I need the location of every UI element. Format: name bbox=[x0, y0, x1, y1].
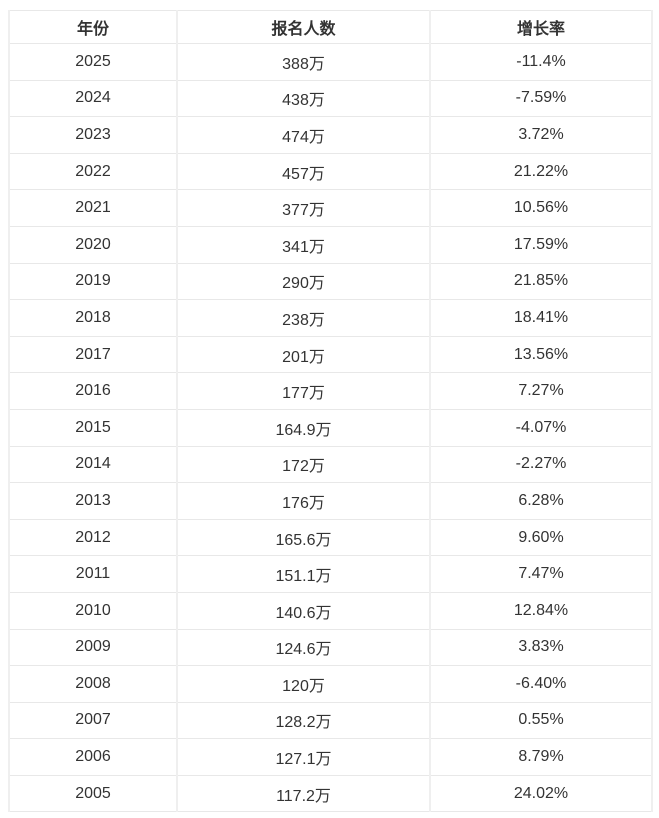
table-row: 2010 140.6万 12.84% bbox=[9, 592, 652, 630]
table-row: 2023 474万 3.72% bbox=[9, 116, 652, 154]
applicants-cell: 290万 bbox=[177, 263, 431, 301]
year-cell: 2012 bbox=[9, 519, 178, 557]
growth-rate-cell: -11.4% bbox=[430, 43, 652, 81]
year-cell: 2007 bbox=[9, 702, 178, 740]
applicants-cell: 201万 bbox=[177, 336, 431, 374]
table-row: 2008 120万 -6.40% bbox=[9, 665, 652, 703]
applicants-cell: 127.1万 bbox=[177, 738, 431, 776]
table-row: 2007 128.2万 0.55% bbox=[9, 702, 652, 740]
year-cell: 2010 bbox=[9, 592, 178, 630]
growth-rate-cell: 3.72% bbox=[430, 116, 652, 154]
year-cell: 2011 bbox=[9, 555, 178, 593]
growth-rate-cell: 8.79% bbox=[430, 738, 652, 776]
applicants-cell: 177万 bbox=[177, 372, 431, 410]
growth-rate-cell: 10.56% bbox=[430, 189, 652, 227]
year-cell: 2009 bbox=[9, 629, 178, 667]
table-row: 2019 290万 21.85% bbox=[9, 263, 652, 301]
applicants-cell: 388万 bbox=[177, 43, 431, 81]
table-row: 2009 124.6万 3.83% bbox=[9, 629, 652, 667]
table-row: 2016 177万 7.27% bbox=[9, 372, 652, 410]
applicants-cell: 128.2万 bbox=[177, 702, 431, 740]
growth-rate-cell: -7.59% bbox=[430, 80, 652, 118]
applicants-cell: 172万 bbox=[177, 446, 431, 484]
applicants-cell: 140.6万 bbox=[177, 592, 431, 630]
header-year: 年份 bbox=[9, 10, 178, 44]
table-row: 2005 117.2万 24.02% bbox=[9, 775, 652, 813]
year-cell: 2014 bbox=[9, 446, 178, 484]
growth-rate-cell: 9.60% bbox=[430, 519, 652, 557]
year-cell: 2008 bbox=[9, 665, 178, 703]
year-cell: 2018 bbox=[9, 299, 178, 337]
table-body: 2025 388万 -11.4% 2024 438万 -7.59% 2023 474万 3.72… bbox=[9, 43, 652, 813]
table-row: 2020 341万 17.59% bbox=[9, 226, 652, 264]
growth-rate-cell: 17.59% bbox=[430, 226, 652, 264]
table-header: 年份 报名人数 增长率 bbox=[9, 10, 652, 44]
growth-rate-cell: 24.02% bbox=[430, 775, 652, 813]
growth-rate-cell: 12.84% bbox=[430, 592, 652, 630]
applicants-cell: 151.1万 bbox=[177, 555, 431, 593]
applicants-cell: 438万 bbox=[177, 80, 431, 118]
applicants-cell: 117.2万 bbox=[177, 775, 431, 813]
year-cell: 2013 bbox=[9, 482, 178, 520]
growth-rate-cell: 3.83% bbox=[430, 629, 652, 667]
table-row: 2006 127.1万 8.79% bbox=[9, 738, 652, 776]
year-cell: 2024 bbox=[9, 80, 178, 118]
applicants-cell: 165.6万 bbox=[177, 519, 431, 557]
year-cell: 2025 bbox=[9, 43, 178, 81]
table-row: 2012 165.6万 9.60% bbox=[9, 519, 652, 557]
header-applicants: 报名人数 bbox=[177, 10, 431, 44]
year-cell: 2021 bbox=[9, 189, 178, 227]
applicants-cell: 164.9万 bbox=[177, 409, 431, 447]
growth-rate-cell: 21.22% bbox=[430, 153, 652, 191]
year-cell: 2016 bbox=[9, 372, 178, 410]
growth-rate-cell: 6.28% bbox=[430, 482, 652, 520]
table-row: 2014 172万 -2.27% bbox=[9, 446, 652, 484]
applicants-cell: 176万 bbox=[177, 482, 431, 520]
table-row: 2015 164.9万 -4.07% bbox=[9, 409, 652, 447]
table-row: 2025 388万 -11.4% bbox=[9, 43, 652, 81]
growth-rate-cell: 0.55% bbox=[430, 702, 652, 740]
year-cell: 2015 bbox=[9, 409, 178, 447]
year-cell: 2019 bbox=[9, 263, 178, 301]
header-growth-rate: 增长率 bbox=[430, 10, 652, 44]
table-row: 2018 238万 18.41% bbox=[9, 299, 652, 337]
year-cell: 2020 bbox=[9, 226, 178, 264]
growth-rate-cell: 13.56% bbox=[430, 336, 652, 374]
registration-stats-table: 年份 报名人数 增长率 2025 388万 -11.4% 2024 438万 -7.59%… bbox=[8, 10, 653, 813]
growth-rate-cell: 7.27% bbox=[430, 372, 652, 410]
table-row: 2022 457万 21.22% bbox=[9, 153, 652, 191]
table-row: 2017 201万 13.56% bbox=[9, 336, 652, 374]
table-header-row: 年份 报名人数 增长率 bbox=[9, 10, 652, 44]
growth-rate-cell: 18.41% bbox=[430, 299, 652, 337]
table-row: 2024 438万 -7.59% bbox=[9, 80, 652, 118]
applicants-cell: 120万 bbox=[177, 665, 431, 703]
growth-rate-cell: 21.85% bbox=[430, 263, 652, 301]
year-cell: 2023 bbox=[9, 116, 178, 154]
applicants-cell: 377万 bbox=[177, 189, 431, 227]
table-row: 2013 176万 6.28% bbox=[9, 482, 652, 520]
growth-rate-cell: -6.40% bbox=[430, 665, 652, 703]
year-cell: 2017 bbox=[9, 336, 178, 374]
applicants-cell: 474万 bbox=[177, 116, 431, 154]
growth-rate-cell: -2.27% bbox=[430, 446, 652, 484]
table-row: 2011 151.1万 7.47% bbox=[9, 555, 652, 593]
table-row: 2021 377万 10.56% bbox=[9, 189, 652, 227]
year-cell: 2022 bbox=[9, 153, 178, 191]
applicants-cell: 457万 bbox=[177, 153, 431, 191]
growth-rate-cell: -4.07% bbox=[430, 409, 652, 447]
year-cell: 2005 bbox=[9, 775, 178, 813]
growth-rate-cell: 7.47% bbox=[430, 555, 652, 593]
applicants-cell: 238万 bbox=[177, 299, 431, 337]
applicants-cell: 124.6万 bbox=[177, 629, 431, 667]
year-cell: 2006 bbox=[9, 738, 178, 776]
applicants-cell: 341万 bbox=[177, 226, 431, 264]
